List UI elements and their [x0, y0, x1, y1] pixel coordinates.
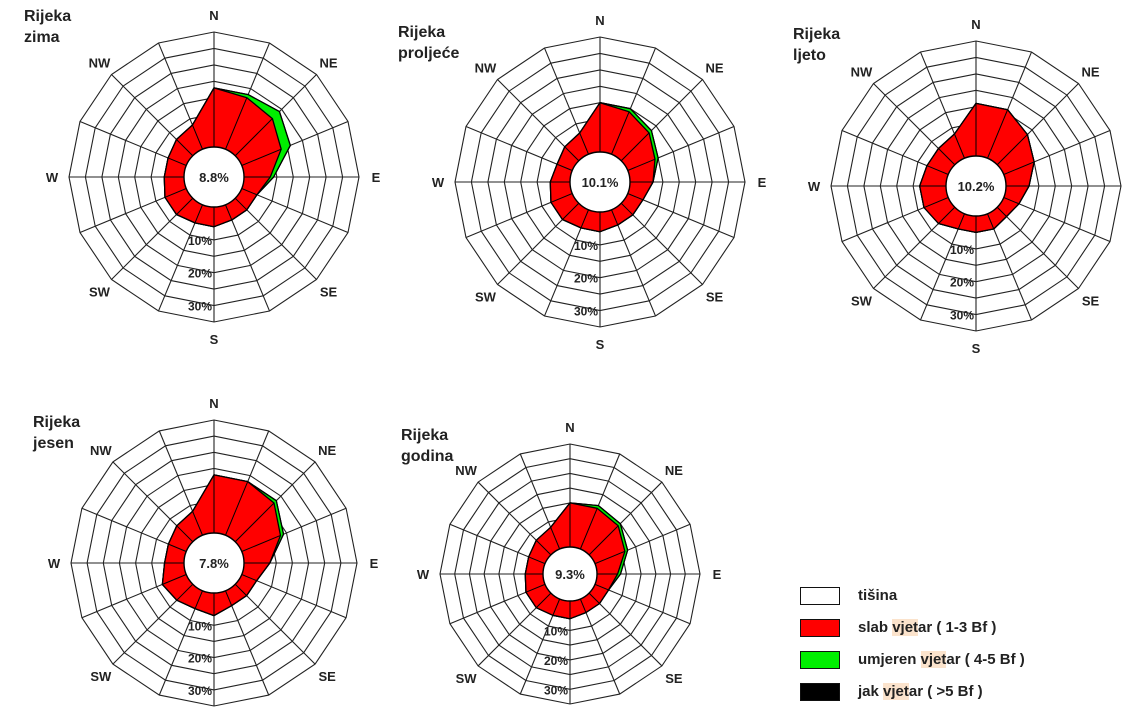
direction-label: SW: [90, 669, 112, 684]
ring-label: 10%: [950, 243, 974, 257]
calm-circle: [183, 532, 245, 594]
legend-swatch-slab: [800, 619, 840, 637]
direction-label: N: [209, 396, 218, 411]
direction-label: SW: [89, 285, 111, 300]
ring-label: 30%: [544, 683, 568, 697]
direction-label: NW: [89, 55, 111, 70]
direction-label: NE: [318, 443, 336, 458]
ring-label: 20%: [950, 276, 974, 290]
ring-label: 20%: [188, 652, 212, 666]
direction-label: W: [808, 179, 821, 194]
legend-swatch-tisina: [800, 587, 840, 605]
calm-value-label: 10.1%: [582, 175, 619, 190]
calm-circle: [542, 546, 598, 602]
direction-label: S: [972, 341, 981, 356]
direction-label: NE: [320, 55, 338, 70]
direction-label: N: [209, 8, 218, 23]
direction-label: NW: [90, 443, 112, 458]
calm-circle: [569, 151, 631, 213]
ring-label: 30%: [574, 305, 598, 319]
direction-label: W: [432, 175, 445, 190]
ring-label: 20%: [544, 654, 568, 668]
legend-label-jak: jak vjetar ( >5 Bf ): [858, 683, 983, 700]
chart-title-jesen: Rijeka jesen: [33, 414, 81, 452]
direction-label: E: [758, 175, 767, 190]
direction-label: SE: [318, 669, 336, 684]
direction-label: SW: [851, 294, 873, 309]
ring-label: 20%: [188, 267, 212, 281]
legend-item-jak: jak vjetar ( >5 Bf ): [800, 681, 1100, 705]
calm-value-label: 8.8%: [199, 170, 229, 185]
calm-value-label: 7.8%: [199, 556, 229, 571]
wind-rose-1: 10.1% 10% 20% 30% N NE E SE S SW W NW: [432, 13, 767, 352]
direction-label: NE: [665, 463, 683, 478]
legend-label-umjeren: umjeren vjetar ( 4-5 Bf ): [858, 651, 1025, 668]
direction-label: NW: [455, 463, 477, 478]
direction-label: N: [565, 420, 574, 435]
ring-label: 30%: [188, 684, 212, 698]
direction-label: SW: [475, 290, 497, 305]
chart-title-godina: Rijeka godina: [401, 427, 454, 465]
direction-label: NW: [475, 60, 497, 75]
calm-circle: [945, 155, 1007, 217]
calm-circle: [183, 146, 245, 208]
chart-title-ljeto: Rijeka ljeto: [793, 26, 841, 64]
legend-item-slab: slab vjetar ( 1-3 Bf ): [800, 617, 1100, 641]
ring-label: 30%: [950, 309, 974, 323]
direction-label: SW: [456, 671, 478, 686]
direction-label: E: [713, 567, 722, 582]
direction-label: NE: [706, 60, 724, 75]
direction-label: S: [210, 332, 219, 347]
legend-label-slab: slab vjetar ( 1-3 Bf ): [858, 619, 997, 636]
direction-label: NW: [851, 64, 873, 79]
calm-value-label: 9.3%: [555, 567, 585, 582]
direction-label: SE: [706, 290, 724, 305]
legend-swatch-jak: [800, 683, 840, 701]
legend-item-umjeren: umjeren vjetar ( 4-5 Bf ): [800, 649, 1100, 673]
direction-label: SE: [665, 671, 683, 686]
direction-label: SE: [320, 285, 338, 300]
ring-label: 20%: [574, 272, 598, 286]
direction-label: N: [595, 13, 604, 28]
direction-label: S: [596, 337, 605, 352]
direction-label: E: [372, 170, 381, 185]
direction-label: SE: [1082, 294, 1100, 309]
direction-label: N: [971, 17, 980, 32]
calm-value-label: 10.2%: [958, 179, 995, 194]
ring-label: 10%: [544, 624, 568, 638]
wind-rose-0: 8.8% 10% 20% 30% N NE E SE S SW W NW: [46, 8, 381, 347]
chart-title-proljece: Rijeka proljeće: [398, 24, 460, 62]
direction-label: E: [370, 556, 379, 571]
direction-label: NE: [1082, 64, 1100, 79]
direction-label: W: [48, 556, 61, 571]
legend-label-tisina: tišina: [858, 587, 898, 604]
chart-title-zima: Rijeka zima: [24, 8, 72, 46]
direction-label: W: [46, 170, 59, 185]
ring-label: 10%: [188, 619, 212, 633]
ring-label: 30%: [188, 300, 212, 314]
ring-label: 10%: [188, 234, 212, 248]
legend-item-tisina: tišina: [800, 585, 1100, 609]
ring-label: 10%: [574, 239, 598, 253]
legend-swatch-umjeren: [800, 651, 840, 669]
direction-label: W: [417, 567, 430, 582]
